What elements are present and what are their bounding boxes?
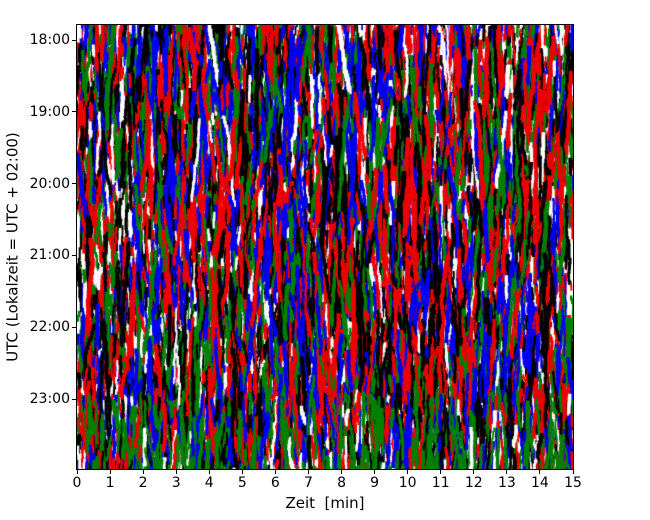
x-tick-label: 1	[105, 475, 115, 491]
x-axis-label: Zeit [min]	[285, 494, 365, 512]
x-tick-mark	[76, 470, 78, 474]
x-tick-mark	[241, 470, 243, 474]
x-tick-mark	[175, 470, 177, 474]
y-tick-mark	[72, 183, 76, 185]
x-tick-mark	[506, 470, 508, 474]
x-tick-mark	[341, 470, 343, 474]
x-tick-mark	[307, 470, 309, 474]
x-tick-mark	[142, 470, 144, 474]
x-tick-mark	[440, 470, 442, 474]
traces-canvas	[77, 25, 573, 469]
y-tick-mark	[72, 254, 76, 256]
y-tick-mark	[72, 39, 76, 41]
x-tick-mark	[572, 470, 574, 474]
y-tick-label: 20:00	[29, 175, 70, 192]
y-tick-label: 22:00	[29, 319, 70, 336]
y-tick-label: 18:00	[29, 32, 70, 48]
x-tick-label: 5	[237, 475, 247, 491]
x-tick-label: 2	[138, 475, 148, 491]
y-tick-label: 19:00	[29, 103, 70, 120]
y-tick-mark	[72, 398, 76, 400]
y-tick-label: 21:00	[29, 247, 70, 264]
x-tick-label: 11	[431, 475, 450, 491]
x-tick-label: 4	[204, 475, 214, 491]
x-tick-label: 15	[564, 475, 582, 491]
x-tick-label: 3	[171, 475, 181, 491]
x-tick-label: 7	[303, 475, 313, 491]
x-tick-label: 13	[497, 475, 516, 491]
x-tick-label: 0	[72, 475, 82, 491]
x-tick-label: 6	[270, 475, 280, 491]
x-tick-label: 12	[464, 475, 483, 491]
x-tick-mark	[407, 470, 409, 474]
y-tick-mark	[72, 326, 76, 328]
x-tick-mark	[208, 470, 210, 474]
x-tick-label: 10	[398, 475, 417, 491]
x-tick-mark	[374, 470, 376, 474]
y-tick-label: 23:00	[29, 391, 70, 407]
x-tick-mark	[109, 470, 111, 474]
x-tick-mark	[274, 470, 276, 474]
x-tick-label: 14	[531, 475, 549, 491]
x-tick-label: 9	[370, 475, 380, 491]
x-tick-mark	[539, 470, 541, 474]
plot-area	[76, 24, 574, 470]
x-tick-label: 8	[337, 475, 346, 491]
x-tick-mark	[473, 470, 475, 474]
y-tick-mark	[72, 111, 76, 113]
